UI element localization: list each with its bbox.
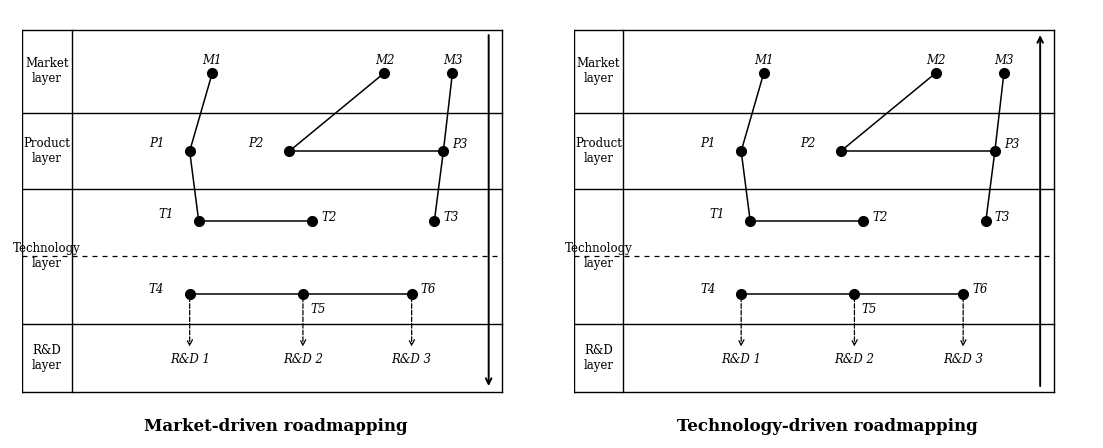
Text: M2: M2 [375,54,394,67]
Text: T4: T4 [700,284,716,297]
Text: T6: T6 [420,284,436,297]
Text: Market
layer: Market layer [25,57,68,86]
Text: T4: T4 [149,284,164,297]
Text: R&D
layer: R&D layer [32,344,62,372]
Text: T5: T5 [861,303,877,316]
Text: R&D
layer: R&D layer [583,344,613,372]
Text: Product
layer: Product layer [23,137,71,165]
Text: Technology
layer: Technology layer [13,242,81,271]
Text: T6: T6 [972,284,987,297]
Text: T5: T5 [310,303,325,316]
Text: M1: M1 [754,54,773,67]
Text: P2: P2 [800,137,815,150]
Text: T3: T3 [443,211,459,224]
Text: Market
layer: Market layer [577,57,620,86]
Text: M3: M3 [994,54,1014,67]
Text: P1: P1 [700,137,716,150]
Text: R&D 2: R&D 2 [835,353,875,366]
Text: T1: T1 [709,208,725,221]
Text: T1: T1 [158,208,173,221]
Text: Market-driven roadmapping: Market-driven roadmapping [143,418,408,435]
Text: P3: P3 [452,138,468,151]
Text: Technology-driven roadmapping: Technology-driven roadmapping [677,418,977,435]
Text: Technology
layer: Technology layer [565,242,632,271]
Text: P1: P1 [149,137,164,150]
Text: P2: P2 [248,137,264,150]
Text: M2: M2 [927,54,945,67]
Text: R&D 1: R&D 1 [721,353,761,366]
Text: M1: M1 [203,54,222,67]
Text: T2: T2 [872,211,888,224]
Text: T3: T3 [995,211,1010,224]
Text: R&D 3: R&D 3 [943,353,983,366]
Text: M3: M3 [442,54,462,67]
Text: P3: P3 [1004,138,1019,151]
Text: R&D 2: R&D 2 [283,353,323,366]
Text: R&D 1: R&D 1 [170,353,210,366]
Text: R&D 3: R&D 3 [392,353,431,366]
Text: T2: T2 [321,211,336,224]
Text: Product
layer: Product layer [575,137,622,165]
